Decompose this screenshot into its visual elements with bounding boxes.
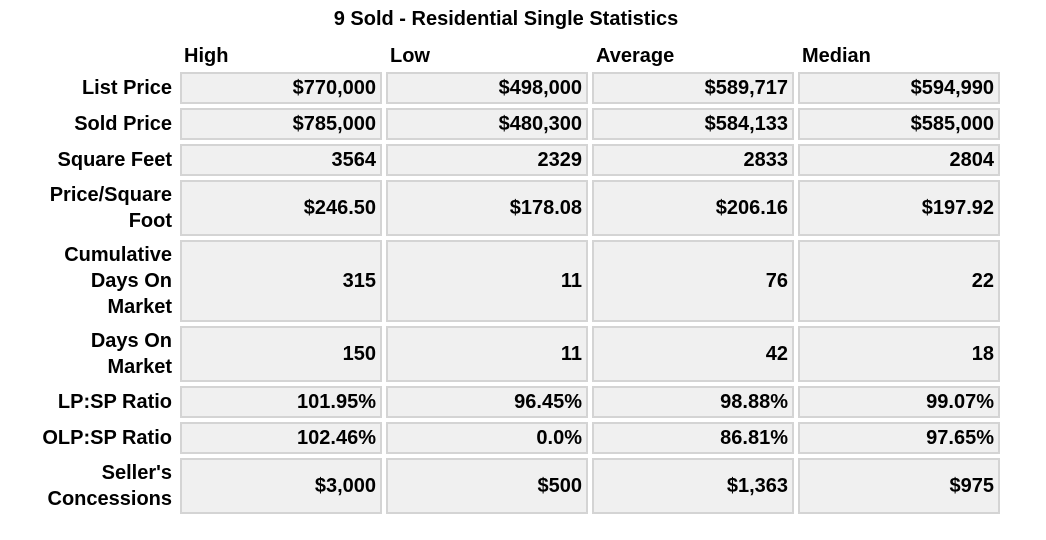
table-row: OLP:SP Ratio 102.46% 0.0% 86.81% 97.65% (26, 422, 1000, 454)
table-row: Days On Market 150 11 42 18 (26, 326, 1000, 382)
value-cell: $498,000 (386, 72, 588, 104)
value-cell: $178.08 (386, 180, 588, 236)
value-cell: 3564 (180, 144, 382, 176)
value-cell: 2329 (386, 144, 588, 176)
column-header-low: Low (390, 45, 430, 67)
row-label-lp-sp-ratio: LP:SP Ratio (57, 391, 172, 413)
value-cell: 99.07% (798, 386, 1000, 418)
table-title: 9 Sold - Residential Single Statistics (333, 8, 679, 30)
value-cell: 18 (798, 326, 1000, 382)
table-row: Seller's Concessions $3,000 $500 $1,363 … (26, 458, 1000, 514)
value-cell: $589,717 (592, 72, 794, 104)
value-cell: $975 (798, 458, 1000, 514)
table-row: Price/Square Foot $246.50 $178.08 $206.1… (26, 180, 1000, 236)
table-row: Cumulative Days On Market 315 11 76 22 (26, 240, 1000, 322)
value-cell: 2804 (798, 144, 1000, 176)
value-cell: $480,300 (386, 108, 588, 140)
value-cell: $206.16 (592, 180, 794, 236)
value-cell: 86.81% (592, 422, 794, 454)
value-cell: 0.0% (386, 422, 588, 454)
value-cell: 97.65% (798, 422, 1000, 454)
value-cell: 98.88% (592, 386, 794, 418)
value-cell: $584,133 (592, 108, 794, 140)
value-cell: $197.92 (798, 180, 1000, 236)
value-cell: 315 (180, 240, 382, 322)
column-header-average: Average (596, 45, 675, 67)
table-row: Sold Price $785,000 $480,300 $584,133 $5… (26, 108, 1000, 140)
value-cell: 42 (592, 326, 794, 382)
value-cell: 76 (592, 240, 794, 322)
row-label-olp-sp-ratio: OLP:SP Ratio (42, 427, 172, 449)
value-cell: 2833 (592, 144, 794, 176)
value-cell: 96.45% (386, 386, 588, 418)
column-header-high: High (184, 45, 229, 67)
statistics-table: High Low Average Median List Price $770,… (22, 36, 1004, 518)
value-cell: $594,990 (798, 72, 1000, 104)
value-cell: 150 (180, 326, 382, 382)
value-cell: 11 (386, 326, 588, 382)
value-cell: 22 (798, 240, 1000, 322)
row-label-cumulative-days-on-market: Cumulative Days On Market (64, 244, 172, 318)
value-cell: $3,000 (180, 458, 382, 514)
value-cell: $500 (386, 458, 588, 514)
value-cell: $585,000 (798, 108, 1000, 140)
value-cell: $785,000 (180, 108, 382, 140)
table-row: LP:SP Ratio 101.95% 96.45% 98.88% 99.07% (26, 386, 1000, 418)
header-row: High Low Average Median (26, 40, 1000, 68)
row-label-price-per-square-foot: Price/Square Foot (49, 184, 172, 232)
corner-cell (26, 40, 176, 68)
row-label-sold-price: Sold Price (74, 113, 172, 135)
row-label-square-feet: Square Feet (57, 149, 172, 171)
value-cell: 101.95% (180, 386, 382, 418)
row-label-days-on-market: Days On Market (90, 330, 172, 378)
table-row: Square Feet 3564 2329 2833 2804 (26, 144, 1000, 176)
value-cell: $246.50 (180, 180, 382, 236)
value-cell: 102.46% (180, 422, 382, 454)
table-row: List Price $770,000 $498,000 $589,717 $5… (26, 72, 1000, 104)
value-cell: $1,363 (592, 458, 794, 514)
value-cell: 11 (386, 240, 588, 322)
row-label-list-price: List Price (81, 77, 172, 99)
value-cell: $770,000 (180, 72, 382, 104)
row-label-sellers-concessions: Seller's Concessions (47, 462, 172, 510)
column-header-median: Median (802, 45, 871, 67)
